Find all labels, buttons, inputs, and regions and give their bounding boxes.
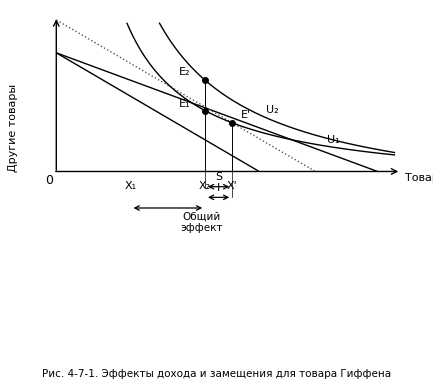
Text: X₁: X₁ (125, 181, 137, 191)
Text: 0: 0 (45, 174, 54, 187)
Text: E₂: E₂ (179, 67, 191, 77)
Text: Другие товары: Другие товары (8, 84, 18, 172)
Text: U₂: U₂ (266, 104, 278, 115)
Text: U₁: U₁ (327, 135, 339, 145)
Text: E': E' (241, 110, 251, 120)
Text: X₂: X₂ (199, 181, 211, 191)
Text: Рис. 4-7-1. Эффекты дохода и замещения для товара Гиффена: Рис. 4-7-1. Эффекты дохода и замещения д… (42, 369, 391, 379)
Text: X': X' (227, 181, 238, 191)
Text: S: S (215, 172, 222, 182)
Text: Общий
эффект: Общий эффект (181, 211, 223, 233)
Text: Товар X: Товар X (404, 173, 433, 183)
Text: I: I (217, 183, 220, 193)
Text: E₁: E₁ (179, 99, 191, 109)
